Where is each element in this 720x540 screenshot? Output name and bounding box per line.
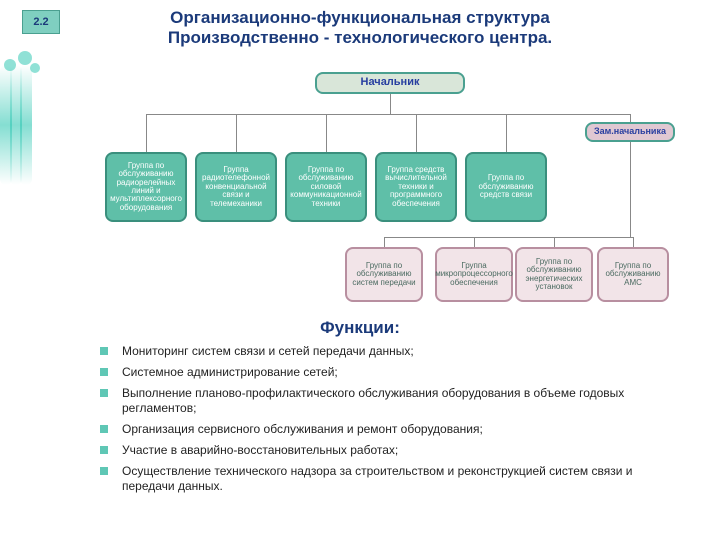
function-text: Осуществление технического надзора за ст…: [122, 464, 660, 494]
bullet-icon: [100, 446, 108, 454]
slide-number-badge: 2.2: [22, 10, 60, 34]
decorative-strips: [0, 65, 30, 190]
org-node: Группа по обслуживанию радиорелейных лин…: [105, 152, 187, 222]
bullet-icon: [100, 389, 108, 397]
function-item: Системное администрирование сетей;: [100, 365, 660, 380]
bullet-icon: [100, 425, 108, 433]
connector-line: [146, 114, 147, 152]
connector-line: [474, 237, 475, 247]
title-line2: Производственно - технологического центр…: [168, 28, 552, 47]
function-text: Системное администрирование сетей;: [122, 365, 338, 380]
function-item: Участие в аварийно-восстановительных раб…: [100, 443, 660, 458]
function-item: Выполнение планово-профилактического обс…: [100, 386, 660, 416]
org-chart: Начальник Зам.начальника Группа по обслужи…: [105, 72, 675, 307]
org-node: Группа радиотелефонной конвенциальной св…: [195, 152, 277, 222]
function-text: Выполнение планово-профилактического обс…: [122, 386, 660, 416]
connector-line: [630, 142, 631, 237]
org-node: Группа по обслуживанию силовой коммуника…: [285, 152, 367, 222]
connector-line: [506, 114, 507, 152]
function-item: Осуществление технического надзора за ст…: [100, 464, 660, 494]
function-text: Организация сервисного обслуживания и ре…: [122, 422, 483, 437]
connector-line: [630, 114, 631, 122]
function-item: Мониторинг систем связи и сетей передачи…: [100, 344, 660, 359]
org-node: Группа по обслуживанию средств связи: [465, 152, 547, 222]
connector-line: [390, 94, 391, 114]
org-node: Начальник: [315, 72, 465, 94]
org-node: Группа средств вычислительной техники и …: [375, 152, 457, 222]
slide-title: Организационно-функциональная структура …: [140, 8, 580, 49]
connector-line: [384, 237, 633, 238]
function-item: Организация сервисного обслуживания и ре…: [100, 422, 660, 437]
org-node: Группа по обслуживанию энергетических ус…: [515, 247, 593, 302]
connector-line: [633, 237, 634, 247]
bullet-icon: [100, 368, 108, 376]
functions-heading: Функции:: [0, 318, 720, 338]
org-node: Группа по обслуживанию АМС: [597, 247, 669, 302]
functions-list: Мониторинг систем связи и сетей передачи…: [100, 344, 660, 500]
connector-line: [326, 114, 327, 152]
connector-line: [416, 114, 417, 152]
function-text: Мониторинг систем связи и сетей передачи…: [122, 344, 414, 359]
function-text: Участие в аварийно-восстановительных раб…: [122, 443, 398, 458]
org-node: Зам.начальника: [585, 122, 675, 142]
org-node: Группа по обслуживанию систем передачи: [345, 247, 423, 302]
connector-line: [236, 114, 237, 152]
bullet-icon: [100, 347, 108, 355]
title-line1: Организационно-функциональная структура: [170, 8, 550, 27]
connector-line: [146, 114, 630, 115]
bullet-icon: [100, 467, 108, 475]
org-node: Группа микропроцессорного обеспечения: [435, 247, 513, 302]
connector-line: [384, 237, 385, 247]
connector-line: [554, 237, 555, 247]
